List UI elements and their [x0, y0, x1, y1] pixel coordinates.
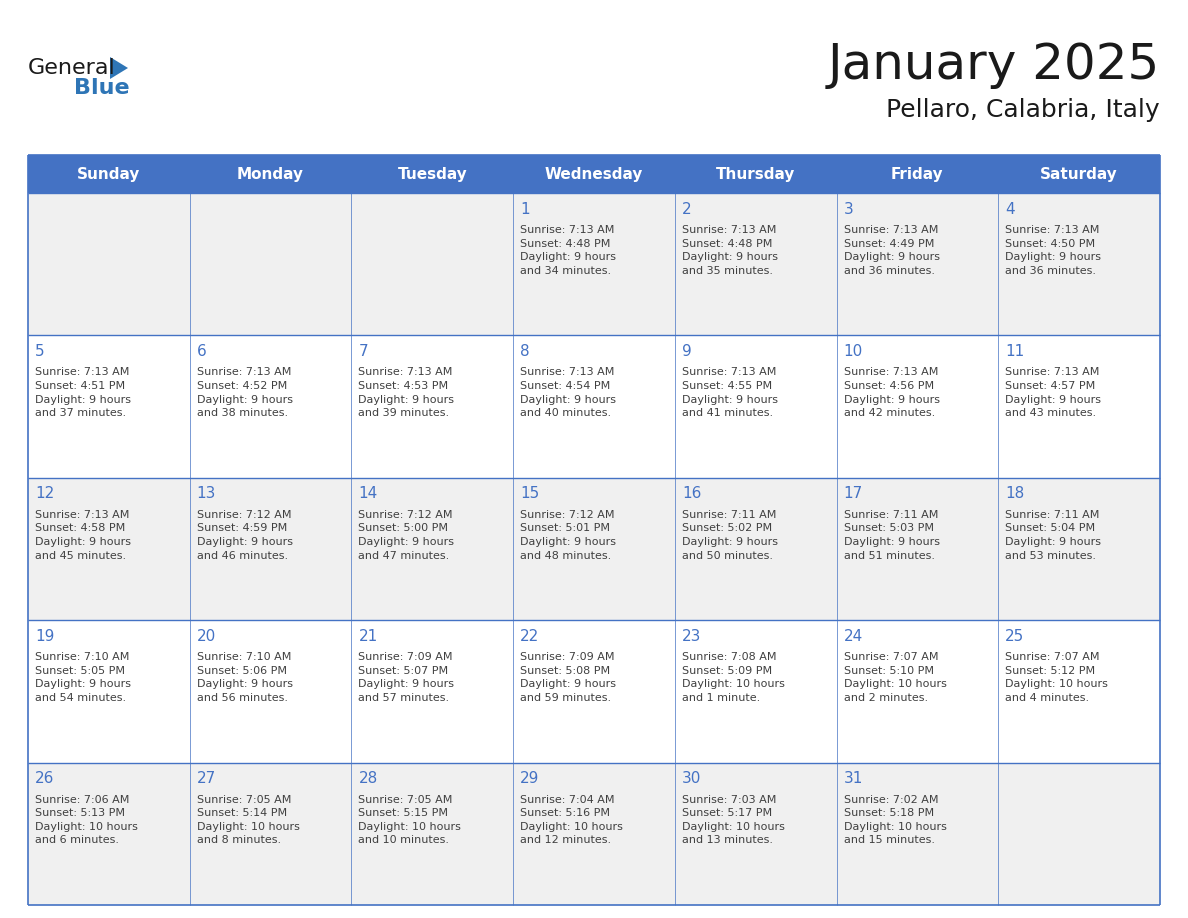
Text: 29: 29	[520, 771, 539, 786]
Text: Sunrise: 7:10 AM
Sunset: 5:06 PM
Daylight: 9 hours
and 56 minutes.: Sunrise: 7:10 AM Sunset: 5:06 PM Dayligh…	[197, 652, 292, 703]
Text: Blue: Blue	[74, 78, 129, 98]
Text: Sunrise: 7:10 AM
Sunset: 5:05 PM
Daylight: 9 hours
and 54 minutes.: Sunrise: 7:10 AM Sunset: 5:05 PM Dayligh…	[34, 652, 131, 703]
Text: 16: 16	[682, 487, 701, 501]
Text: 20: 20	[197, 629, 216, 644]
Text: Sunrise: 7:03 AM
Sunset: 5:17 PM
Daylight: 10 hours
and 13 minutes.: Sunrise: 7:03 AM Sunset: 5:17 PM Dayligh…	[682, 795, 785, 845]
Text: 17: 17	[843, 487, 862, 501]
Text: Thursday: Thursday	[716, 166, 796, 182]
Text: Sunrise: 7:12 AM
Sunset: 5:01 PM
Daylight: 9 hours
and 48 minutes.: Sunrise: 7:12 AM Sunset: 5:01 PM Dayligh…	[520, 509, 617, 561]
Text: Sunrise: 7:13 AM
Sunset: 4:51 PM
Daylight: 9 hours
and 37 minutes.: Sunrise: 7:13 AM Sunset: 4:51 PM Dayligh…	[34, 367, 131, 419]
Bar	[29, 477, 1159, 621]
Text: Sunrise: 7:07 AM
Sunset: 5:12 PM
Daylight: 10 hours
and 4 minutes.: Sunrise: 7:07 AM Sunset: 5:12 PM Dayligh…	[1005, 652, 1108, 703]
Bar	[29, 763, 1159, 905]
Text: Sunrise: 7:05 AM
Sunset: 5:14 PM
Daylight: 10 hours
and 8 minutes.: Sunrise: 7:05 AM Sunset: 5:14 PM Dayligh…	[197, 795, 299, 845]
Text: Sunrise: 7:13 AM
Sunset: 4:56 PM
Daylight: 9 hours
and 42 minutes.: Sunrise: 7:13 AM Sunset: 4:56 PM Dayligh…	[843, 367, 940, 419]
Bar	[29, 155, 1159, 193]
Text: Pellaro, Calabria, Italy: Pellaro, Calabria, Italy	[886, 98, 1159, 122]
Text: Sunrise: 7:12 AM
Sunset: 5:00 PM
Daylight: 9 hours
and 47 minutes.: Sunrise: 7:12 AM Sunset: 5:00 PM Dayligh…	[359, 509, 455, 561]
Text: 25: 25	[1005, 629, 1024, 644]
Text: Sunrise: 7:11 AM
Sunset: 5:02 PM
Daylight: 9 hours
and 50 minutes.: Sunrise: 7:11 AM Sunset: 5:02 PM Dayligh…	[682, 509, 778, 561]
Text: Sunrise: 7:13 AM
Sunset: 4:52 PM
Daylight: 9 hours
and 38 minutes.: Sunrise: 7:13 AM Sunset: 4:52 PM Dayligh…	[197, 367, 292, 419]
Text: 4: 4	[1005, 201, 1015, 217]
Text: 8: 8	[520, 344, 530, 359]
Text: Sunrise: 7:05 AM
Sunset: 5:15 PM
Daylight: 10 hours
and 10 minutes.: Sunrise: 7:05 AM Sunset: 5:15 PM Dayligh…	[359, 795, 461, 845]
Text: 9: 9	[682, 344, 691, 359]
Text: Sunrise: 7:13 AM
Sunset: 4:48 PM
Daylight: 9 hours
and 35 minutes.: Sunrise: 7:13 AM Sunset: 4:48 PM Dayligh…	[682, 225, 778, 275]
Text: 14: 14	[359, 487, 378, 501]
Text: 23: 23	[682, 629, 701, 644]
Text: Sunrise: 7:13 AM
Sunset: 4:58 PM
Daylight: 9 hours
and 45 minutes.: Sunrise: 7:13 AM Sunset: 4:58 PM Dayligh…	[34, 509, 131, 561]
Text: 3: 3	[843, 201, 853, 217]
Text: General: General	[29, 58, 115, 78]
Text: Sunrise: 7:07 AM
Sunset: 5:10 PM
Daylight: 10 hours
and 2 minutes.: Sunrise: 7:07 AM Sunset: 5:10 PM Dayligh…	[843, 652, 947, 703]
Text: Monday: Monday	[238, 166, 304, 182]
Text: Sunrise: 7:13 AM
Sunset: 4:53 PM
Daylight: 9 hours
and 39 minutes.: Sunrise: 7:13 AM Sunset: 4:53 PM Dayligh…	[359, 367, 455, 419]
Text: Saturday: Saturday	[1041, 166, 1118, 182]
Text: 18: 18	[1005, 487, 1024, 501]
Text: 22: 22	[520, 629, 539, 644]
Text: Sunrise: 7:11 AM
Sunset: 5:04 PM
Daylight: 9 hours
and 53 minutes.: Sunrise: 7:11 AM Sunset: 5:04 PM Dayligh…	[1005, 509, 1101, 561]
Text: Wednesday: Wednesday	[545, 166, 643, 182]
Text: Sunrise: 7:09 AM
Sunset: 5:08 PM
Daylight: 9 hours
and 59 minutes.: Sunrise: 7:09 AM Sunset: 5:08 PM Dayligh…	[520, 652, 617, 703]
Text: Sunrise: 7:12 AM
Sunset: 4:59 PM
Daylight: 9 hours
and 46 minutes.: Sunrise: 7:12 AM Sunset: 4:59 PM Dayligh…	[197, 509, 292, 561]
Text: Sunrise: 7:11 AM
Sunset: 5:03 PM
Daylight: 9 hours
and 51 minutes.: Sunrise: 7:11 AM Sunset: 5:03 PM Dayligh…	[843, 509, 940, 561]
Text: 27: 27	[197, 771, 216, 786]
Text: Sunrise: 7:09 AM
Sunset: 5:07 PM
Daylight: 9 hours
and 57 minutes.: Sunrise: 7:09 AM Sunset: 5:07 PM Dayligh…	[359, 652, 455, 703]
Bar	[29, 193, 1159, 335]
Text: Sunrise: 7:13 AM
Sunset: 4:50 PM
Daylight: 9 hours
and 36 minutes.: Sunrise: 7:13 AM Sunset: 4:50 PM Dayligh…	[1005, 225, 1101, 275]
Bar	[29, 621, 1159, 763]
Text: Sunrise: 7:13 AM
Sunset: 4:48 PM
Daylight: 9 hours
and 34 minutes.: Sunrise: 7:13 AM Sunset: 4:48 PM Dayligh…	[520, 225, 617, 275]
Text: Sunrise: 7:13 AM
Sunset: 4:54 PM
Daylight: 9 hours
and 40 minutes.: Sunrise: 7:13 AM Sunset: 4:54 PM Dayligh…	[520, 367, 617, 419]
Text: 21: 21	[359, 629, 378, 644]
Text: 5: 5	[34, 344, 45, 359]
Text: Sunrise: 7:13 AM
Sunset: 4:49 PM
Daylight: 9 hours
and 36 minutes.: Sunrise: 7:13 AM Sunset: 4:49 PM Dayligh…	[843, 225, 940, 275]
Text: 28: 28	[359, 771, 378, 786]
Text: 10: 10	[843, 344, 862, 359]
Text: Sunrise: 7:13 AM
Sunset: 4:57 PM
Daylight: 9 hours
and 43 minutes.: Sunrise: 7:13 AM Sunset: 4:57 PM Dayligh…	[1005, 367, 1101, 419]
Text: 12: 12	[34, 487, 55, 501]
Text: Sunrise: 7:04 AM
Sunset: 5:16 PM
Daylight: 10 hours
and 12 minutes.: Sunrise: 7:04 AM Sunset: 5:16 PM Dayligh…	[520, 795, 623, 845]
Text: 19: 19	[34, 629, 55, 644]
Text: Sunday: Sunday	[77, 166, 140, 182]
Text: Tuesday: Tuesday	[398, 166, 467, 182]
Text: 2: 2	[682, 201, 691, 217]
Text: Sunrise: 7:06 AM
Sunset: 5:13 PM
Daylight: 10 hours
and 6 minutes.: Sunrise: 7:06 AM Sunset: 5:13 PM Dayligh…	[34, 795, 138, 845]
Text: 6: 6	[197, 344, 207, 359]
Bar	[29, 335, 1159, 477]
Text: 26: 26	[34, 771, 55, 786]
Text: 13: 13	[197, 487, 216, 501]
Text: 7: 7	[359, 344, 368, 359]
Text: Friday: Friday	[891, 166, 943, 182]
Text: 30: 30	[682, 771, 701, 786]
Text: 1: 1	[520, 201, 530, 217]
Text: 24: 24	[843, 629, 862, 644]
Text: 31: 31	[843, 771, 862, 786]
Text: Sunrise: 7:13 AM
Sunset: 4:55 PM
Daylight: 9 hours
and 41 minutes.: Sunrise: 7:13 AM Sunset: 4:55 PM Dayligh…	[682, 367, 778, 419]
Text: 11: 11	[1005, 344, 1024, 359]
Text: Sunrise: 7:08 AM
Sunset: 5:09 PM
Daylight: 10 hours
and 1 minute.: Sunrise: 7:08 AM Sunset: 5:09 PM Dayligh…	[682, 652, 785, 703]
Text: 15: 15	[520, 487, 539, 501]
Text: Sunrise: 7:02 AM
Sunset: 5:18 PM
Daylight: 10 hours
and 15 minutes.: Sunrise: 7:02 AM Sunset: 5:18 PM Dayligh…	[843, 795, 947, 845]
Text: January 2025: January 2025	[828, 41, 1159, 89]
Polygon shape	[110, 57, 128, 79]
